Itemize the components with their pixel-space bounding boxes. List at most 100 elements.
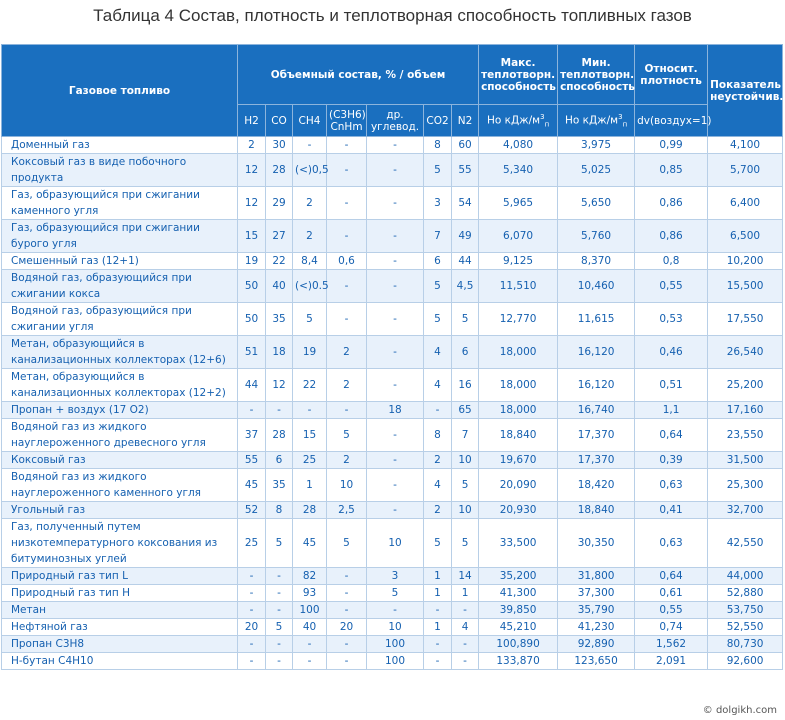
co2-value: - [423, 601, 452, 619]
c3h6-value: - [326, 652, 367, 670]
n2-value: - [450, 635, 480, 653]
c3h6-value: - [326, 635, 367, 653]
min-value: 5,025 [557, 153, 636, 187]
header-ch4: CH4 [292, 104, 327, 137]
fuel-name: Водяной газ из жидкого науглероженного д… [1, 418, 238, 452]
other-value: 10 [366, 518, 424, 568]
ch4-value: 40 [292, 618, 327, 636]
fuel-name: Метан [1, 601, 238, 619]
c3h6-value: 2 [326, 335, 367, 369]
n2-value: 14 [450, 567, 480, 585]
ch4-value: - [292, 635, 327, 653]
instability-value: 15,500 [707, 269, 784, 303]
density-value: 0,63 [634, 468, 709, 502]
ch4-value: 93 [292, 584, 327, 602]
max-value: 33,500 [478, 518, 559, 568]
h2-value: 12 [237, 186, 266, 220]
table-row: Водяной газ из жидкого науглероженного д… [1, 418, 784, 452]
c3h6-value: - [326, 219, 367, 253]
header-unit-max: Ho кДж/м3п [478, 104, 559, 137]
h2-value: 45 [237, 468, 266, 502]
n2-value: 65 [450, 401, 480, 419]
min-value: 17,370 [557, 451, 636, 469]
table-row: Нефтяной газ 20 5 40 20 10 1 4 45,210 41,230 0,74 5… [1, 618, 784, 636]
ch4-value: 45 [292, 518, 327, 568]
co-value: 8 [265, 501, 293, 519]
instability-value: 5,700 [707, 153, 784, 187]
header-density: Относит. плотность [634, 44, 709, 105]
co2-value: 4 [423, 335, 452, 369]
co-value: - [265, 635, 293, 653]
density-value: 0,74 [634, 618, 709, 636]
table-row: Смешенный газ (12+1) 19 22 8,4 0,6-6 44 9,125 8… [1, 252, 784, 270]
instability-value: 52,880 [707, 584, 784, 602]
min-value: 16,120 [557, 335, 636, 369]
co2-value: 6 [423, 252, 452, 270]
co-value: 22 [265, 252, 293, 270]
c3h6-value: - [326, 401, 367, 419]
other-value: - [366, 601, 424, 619]
n2-value: 5 [450, 518, 480, 568]
co-value: 5 [265, 618, 293, 636]
co-value: 29 [265, 186, 293, 220]
instability-value: 4,100 [707, 136, 784, 154]
density-value: 0,8 [634, 252, 709, 270]
fuel-name: Газ, образующийся при сжигании каменного… [1, 186, 238, 220]
c3h6-value: 0,6 [326, 252, 367, 270]
ch4-value: 82 [292, 567, 327, 585]
fuel-name: Доменный газ [1, 136, 238, 154]
min-value: 18,840 [557, 501, 636, 519]
other-value: 100 [366, 652, 424, 670]
other-value: - [366, 501, 424, 519]
h2-value: - [237, 601, 266, 619]
min-value: 31,800 [557, 567, 636, 585]
density-value: 0,85 [634, 153, 709, 187]
ch4-value: 22 [292, 368, 327, 402]
h2-value: 52 [237, 501, 266, 519]
co2-value: - [423, 401, 452, 419]
h2-value: 12 [237, 153, 266, 187]
header-instability: Показатель неустойчив. [707, 44, 783, 137]
header-fuel: Газовое топливо [1, 44, 238, 137]
ch4-value: (<)0,5 [292, 153, 329, 187]
n2-value: 4,5 [450, 269, 480, 303]
c3h6-value: - [326, 153, 367, 187]
max-value: 18,000 [478, 368, 559, 402]
other-value: - [366, 302, 424, 336]
n2-value: 10 [450, 501, 480, 519]
co-value: - [265, 401, 293, 419]
n2-value: 54 [450, 186, 480, 220]
co-value: 28 [265, 153, 293, 187]
table-row: Пропан + воздух (17 О2) - - - -18-65 18,000 16… [1, 401, 784, 419]
instability-value: 17,550 [707, 302, 784, 336]
h2-value: 15 [237, 219, 266, 253]
ch4-value: 8,4 [292, 252, 327, 270]
ch4-value: 100 [292, 601, 327, 619]
co-value: 12 [265, 368, 293, 402]
min-value: 5,760 [557, 219, 636, 253]
c3h6-value: - [326, 269, 367, 303]
ch4-value: 15 [292, 418, 327, 452]
density-value: 1,1 [634, 401, 709, 419]
co2-value: 5 [423, 153, 452, 187]
co2-value: - [423, 652, 452, 670]
instability-value: 80,730 [707, 635, 784, 653]
h2-value: 55 [237, 451, 266, 469]
n2-value: 49 [450, 219, 480, 253]
n2-value: - [450, 652, 480, 670]
h2-value: 44 [237, 368, 266, 402]
co-value: 5 [265, 518, 293, 568]
instability-value: 44,000 [707, 567, 784, 585]
co2-value: 5 [423, 302, 452, 336]
min-value: 41,230 [557, 618, 636, 636]
density-value: 0,86 [634, 219, 709, 253]
table-row: Коксовый газ в виде побочного продукта 12… [1, 153, 784, 187]
max-value: 45,210 [478, 618, 559, 636]
fuel-name: Водяной газ, образующийся при сжигании у… [1, 302, 238, 336]
ch4-value: 1 [292, 468, 327, 502]
density-value: 0,51 [634, 368, 709, 402]
density-value: 0,63 [634, 518, 709, 568]
max-value: 18,000 [478, 335, 559, 369]
instability-value: 25,300 [707, 468, 784, 502]
ch4-value: 2 [292, 186, 327, 220]
